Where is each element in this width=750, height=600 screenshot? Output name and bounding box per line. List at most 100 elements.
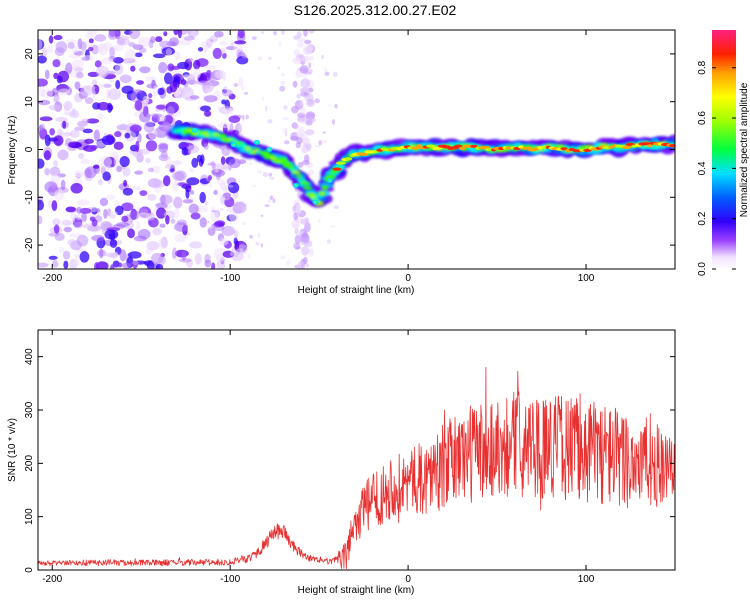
spectrogram-cell (300, 218, 309, 225)
spectrogram-cell (283, 105, 288, 110)
spectrogram-cell (267, 199, 272, 204)
spectrogram-cell (121, 85, 134, 94)
spectrogram-cell (222, 76, 227, 82)
spectrogram-cell (94, 262, 99, 269)
spectrogram-cell (269, 177, 275, 180)
snr-y-ticks: 0 100 200 300 400 (24, 348, 675, 573)
spectrogram-cell (224, 112, 229, 118)
spectrogram-cell (241, 55, 248, 59)
spectrogram-cell (621, 145, 632, 150)
spectrogram-cell (267, 148, 271, 151)
spectrogram-cell (142, 95, 149, 107)
spectrogram-cell (268, 172, 273, 177)
spectrogram-cell (158, 62, 168, 74)
spectrogram-cell (262, 172, 269, 178)
spectrogram-cell (304, 129, 315, 136)
spectrogram-cell (97, 83, 104, 89)
spectrogram-cell (301, 73, 308, 78)
spectrogram-cell (221, 225, 235, 236)
snr-y-tick-label: 400 (24, 348, 35, 365)
spectrogram-cell (173, 208, 180, 219)
spectrogram-cell (81, 212, 87, 222)
spectrogram-cell (219, 237, 229, 246)
spectrogram-cell (91, 235, 105, 242)
spectrogram-cell (210, 39, 214, 42)
spectrogram-cell (71, 107, 76, 117)
spectrogram-cell (151, 180, 166, 188)
spectrogram-cell (204, 259, 212, 268)
spectrogram-cell (145, 157, 151, 164)
spectrogram-cell (63, 100, 73, 111)
spectrogram-cell (240, 49, 243, 54)
figure-title: S126.2025.312.00.27.E02 (293, 2, 457, 18)
spectrogram-cell (99, 248, 104, 259)
spectrogram-cell (67, 238, 77, 246)
spectrogram-cell (237, 30, 245, 39)
spectrogram-cell (301, 246, 310, 256)
spectrogram-cell (318, 191, 326, 196)
spectrogram-cell (191, 157, 199, 168)
spectrogram-cell (332, 119, 335, 125)
colorbar-tick-label: 0.0 (697, 262, 708, 276)
spectrogram-cell (410, 146, 420, 150)
spectrogram-cell (143, 105, 148, 115)
spectrogram-cell (233, 205, 244, 211)
spectrogram-cell (234, 240, 240, 250)
spectrogram-cell (212, 47, 222, 59)
spectrogram-cell (57, 70, 70, 83)
spectrogram-cell (179, 258, 192, 263)
spectrogram-cell (192, 59, 201, 70)
spectrogram-cell (116, 165, 123, 173)
spectrogram-cell (295, 141, 302, 149)
spectrogram-cell (139, 190, 148, 196)
spectrogram-cell (221, 89, 233, 97)
snr-y-tick-label: 0 (24, 567, 35, 573)
spectrogram-cell (52, 260, 59, 268)
spectrogram-cell (228, 182, 240, 194)
spectrogram-cell (132, 260, 139, 265)
spectrogram-cell (159, 223, 166, 228)
spectrogram-cell (136, 186, 142, 191)
spectrogram-cell (44, 134, 51, 147)
spectrogram-cell (292, 205, 297, 211)
spectrogram-cell (38, 199, 45, 211)
snr-frame (37, 329, 676, 571)
spectrogram-cell (174, 170, 187, 182)
spectrogram-cell (174, 50, 181, 61)
spectrogram-cell (49, 128, 55, 136)
spectrogram-cell (305, 111, 316, 120)
spectrogram-cell (291, 170, 302, 175)
spectrogram-cell (60, 179, 66, 191)
spectrogram-cell (200, 154, 205, 165)
spectrogram-cell (260, 31, 265, 34)
spectrogram-cell (39, 116, 53, 122)
spectrogram-cell (306, 221, 311, 228)
spectrogram-cell (286, 260, 291, 266)
spectrogram-cell (300, 233, 310, 244)
spectrogram-cell (127, 251, 142, 259)
spectrogram-cell (181, 147, 189, 156)
spectrogram-cell (303, 39, 312, 45)
spectrogram-cell (169, 80, 178, 93)
spectrogram-cell (91, 79, 98, 86)
snr-x-tick-label: 100 (578, 574, 595, 585)
spectrogram-cell (137, 36, 151, 48)
spectrogram-cell (156, 104, 166, 110)
spectrogram-cell (226, 187, 229, 194)
snr-y-tick-label: 300 (24, 401, 35, 418)
spectrogram-cell (113, 141, 124, 151)
spectrogram-cell (182, 199, 194, 204)
spectrogram-cell (85, 32, 94, 39)
spectrogram-cell (165, 48, 173, 56)
spectrogram-cell (65, 62, 73, 74)
spectrogram-cell (217, 106, 221, 110)
spectrogram-cell (296, 132, 305, 138)
spectrogram-cell (294, 184, 298, 187)
spectrogram-cell (172, 247, 177, 259)
spectrogram-cell (215, 166, 219, 171)
spectrogram-cell (122, 187, 134, 196)
spectrogram-y-tick-label: 0 (24, 146, 35, 152)
spectrogram-cell (213, 221, 225, 228)
spectrogram-cell (75, 213, 82, 221)
spectrogram-cell (189, 241, 203, 249)
